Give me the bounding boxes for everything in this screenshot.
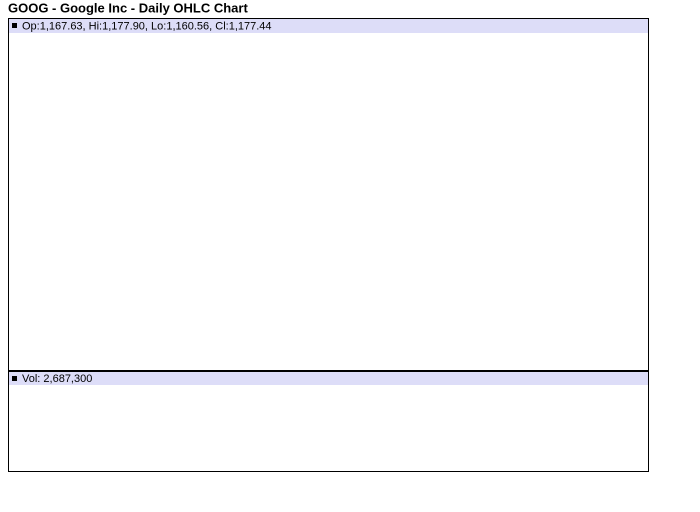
volume-header <box>9 372 648 385</box>
volume-panel <box>8 371 649 472</box>
volume-label: Vol: 2,687,300 <box>22 373 92 385</box>
header-marker <box>12 23 17 28</box>
price-panel <box>8 18 649 371</box>
price-header <box>9 19 648 33</box>
ohlc-label: Op:1,167.63, Hi:1,177.90, Lo:1,160.56, C… <box>22 20 272 32</box>
header-marker <box>12 376 17 381</box>
chart-title: GOOG - Google Inc - Daily OHLC Chart <box>8 0 248 15</box>
